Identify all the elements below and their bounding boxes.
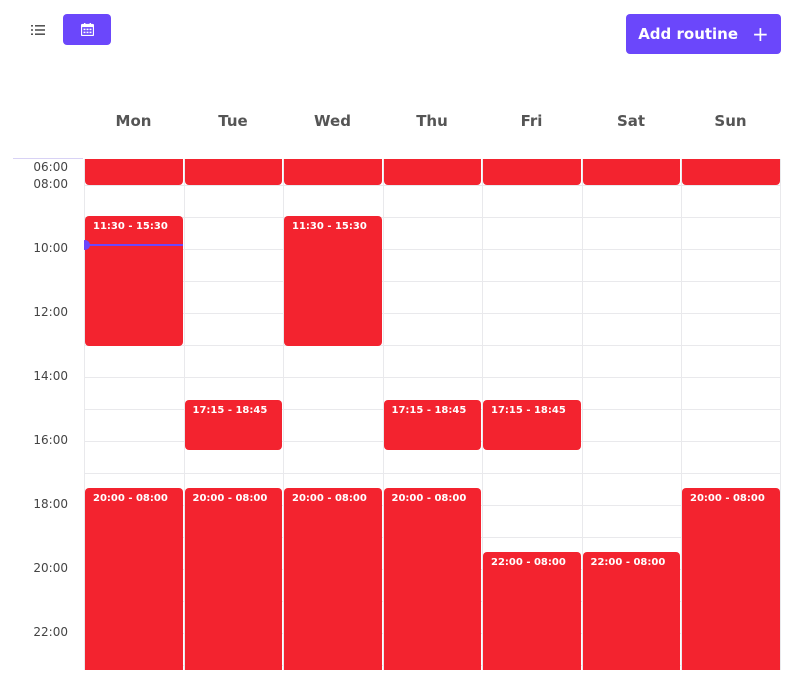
event-time-label: 17:15 - 18:45 xyxy=(391,405,467,416)
time-label-1800: 18:00 xyxy=(33,497,68,511)
calendar-view-button[interactable] xyxy=(63,14,111,45)
routine-event-sun[interactable]: 20:00 - 08:00 xyxy=(682,488,780,670)
routine-event-tue[interactable]: 17:15 - 18:45 xyxy=(184,400,282,450)
routine-event-mon[interactable]: 11:30 - 15:30 xyxy=(85,216,183,346)
time-label-2000: 20:00 xyxy=(33,561,68,575)
routine-event-wed[interactable]: 11:30 - 15:30 xyxy=(284,216,382,346)
time-label-0800: 08:00 xyxy=(33,177,68,191)
event-time-label: 11:30 - 15:30 xyxy=(93,221,168,232)
add-routine-button[interactable]: Add routine + xyxy=(626,14,781,54)
time-label-0600: 06:00 xyxy=(33,160,68,174)
grid-column-line xyxy=(183,159,185,670)
time-label-1600: 16:00 xyxy=(33,433,68,447)
list-view-button[interactable] xyxy=(14,14,62,45)
time-label-1400: 14:00 xyxy=(33,369,68,383)
plus-icon: + xyxy=(752,21,769,46)
routine-event-wed[interactable] xyxy=(284,159,382,185)
event-time-label: 20:00 - 08:00 xyxy=(93,493,168,504)
routine-event-sat[interactable] xyxy=(582,159,680,185)
time-label-1000: 10:00 xyxy=(33,241,68,255)
routine-event-mon[interactable] xyxy=(85,159,183,185)
day-header-sat: Sat xyxy=(616,112,646,130)
grid-column-line xyxy=(482,159,483,670)
day-header-fri: Fri xyxy=(520,112,543,130)
grid-column-line xyxy=(581,159,583,670)
time-label-1200: 12:00 xyxy=(33,305,68,319)
routine-event-thu[interactable]: 20:00 - 08:00 xyxy=(383,488,481,670)
event-time-label: 20:00 - 08:00 xyxy=(292,493,367,504)
header-divider xyxy=(13,158,83,159)
event-time-label: 11:30 - 15:30 xyxy=(292,221,367,232)
event-time-label: 22:00 - 08:00 xyxy=(491,557,566,568)
event-time-label: 17:15 - 18:45 xyxy=(491,405,566,416)
grid-column-line xyxy=(283,159,284,670)
routine-event-thu[interactable]: 17:15 - 18:45 xyxy=(383,400,481,450)
grid-column-line xyxy=(84,159,85,670)
grid-column-line xyxy=(780,159,781,670)
calendar-icon xyxy=(80,23,94,36)
routine-event-mon[interactable]: 20:00 - 08:00 xyxy=(85,488,183,670)
routine-event-fri[interactable]: 17:15 - 18:45 xyxy=(483,400,581,450)
add-routine-label: Add routine xyxy=(638,25,739,43)
event-time-label: 17:15 - 18:45 xyxy=(192,405,268,416)
current-time-dot xyxy=(84,240,90,250)
routine-event-fri[interactable] xyxy=(483,159,581,185)
routine-event-wed[interactable]: 20:00 - 08:00 xyxy=(284,488,382,670)
grid-column-line xyxy=(382,159,384,670)
time-label-2200: 22:00 xyxy=(33,625,68,639)
grid-row-line xyxy=(84,281,781,282)
current-time-line xyxy=(84,244,183,246)
grid-row-line xyxy=(84,313,781,314)
list-icon xyxy=(31,24,45,35)
event-time-label: 20:00 - 08:00 xyxy=(192,493,268,504)
routine-event-sun[interactable] xyxy=(682,159,780,185)
week-grid: 11:30 - 15:30 11:30 - 15:30 17:15 - 18:45 1… xyxy=(84,159,781,670)
day-header-sun: Sun xyxy=(714,112,747,130)
grid-row-line xyxy=(84,185,781,186)
event-time-label: 20:00 - 08:00 xyxy=(391,493,467,504)
grid-column-line xyxy=(681,159,682,670)
routine-event-thu[interactable] xyxy=(383,159,481,185)
grid-row-line xyxy=(84,249,781,250)
routine-event-tue[interactable] xyxy=(184,159,282,185)
routine-event-sat[interactable]: 22:00 - 08:00 xyxy=(582,552,680,670)
day-header-thu: Thu xyxy=(416,112,448,130)
grid-row-line xyxy=(84,377,781,378)
day-header-wed: Wed xyxy=(314,112,351,130)
routine-event-fri[interactable]: 22:00 - 08:00 xyxy=(483,552,581,670)
grid-row-line xyxy=(84,473,781,474)
event-time-label: 22:00 - 08:00 xyxy=(590,557,666,568)
day-header-tue: Tue xyxy=(218,112,248,130)
grid-row-line xyxy=(84,345,781,346)
routine-event-tue[interactable]: 20:00 - 08:00 xyxy=(184,488,282,670)
grid-row-line xyxy=(84,217,781,218)
event-time-label: 20:00 - 08:00 xyxy=(690,493,765,504)
day-header-mon: Mon xyxy=(115,112,152,130)
